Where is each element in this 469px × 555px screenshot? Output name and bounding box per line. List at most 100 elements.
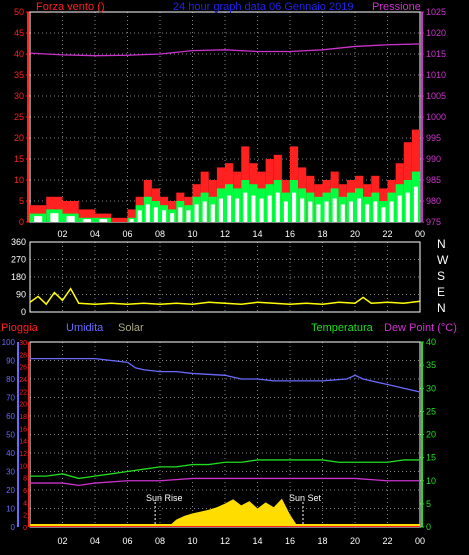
y-right-tick-label: 990 [426, 154, 441, 164]
chart-title: 24 hour graph data 06 Gennaio 2019 [173, 1, 353, 13]
rain-tick-label: 0 [23, 525, 27, 532]
x-tick-label: 18 [317, 229, 327, 239]
y-right-tick-label: 980 [426, 196, 441, 206]
chart-title-text: 24 hour graph data [173, 1, 266, 13]
wind-gust-bar [153, 207, 158, 222]
wind-gust-bar [243, 192, 248, 222]
x-tick-label: 00 [415, 229, 425, 239]
chart-date: 06 Gennaio 2019 [269, 1, 354, 13]
dew-point-label: Dew Point (°C) [384, 322, 457, 334]
rain-tick-label: 2 [23, 513, 27, 520]
temp-tick-label: 5 [426, 499, 431, 509]
humidity-tick-label: 10 [6, 505, 15, 514]
wind-gust-bar [316, 204, 321, 222]
x-tick-label: 14 [252, 536, 262, 546]
wind-speed-bar [127, 209, 136, 222]
wind-gust-bar [267, 195, 272, 222]
sunset-label: Sun Set [289, 493, 322, 503]
x-tick-label: 12 [220, 536, 230, 546]
x-tick-label: 20 [350, 229, 360, 239]
wind-gust-bar [373, 201, 378, 222]
wind-gust-bar [235, 198, 240, 222]
y-tick-label: 90 [16, 290, 26, 300]
plot-frame [29, 241, 421, 313]
humidity-line [30, 357, 421, 393]
wind-gust-bar [34, 216, 43, 222]
compass-letter: S [437, 269, 446, 283]
y-left-tick-label: 40 [14, 49, 24, 59]
y-left-tick-label: 50 [14, 7, 24, 17]
y-left-tick-label: 35 [14, 70, 24, 80]
wind-gust-bar [324, 201, 329, 222]
y-left-tick-label: 20 [14, 133, 24, 143]
y-right-tick-label: 1000 [426, 112, 446, 122]
pressione-label: Pressione [372, 1, 421, 13]
temp-tick-label: 25 [426, 406, 436, 416]
x-tick-label: 14 [252, 229, 262, 239]
y-right-tick-label: 995 [426, 133, 441, 143]
x-tick-label: 06 [122, 536, 132, 546]
temperature-line [30, 459, 420, 480]
compass-letter: E [437, 285, 446, 299]
temp-tick-label: 35 [426, 360, 436, 370]
wind-gust-bar [357, 198, 362, 222]
wind-gust-bar [145, 204, 150, 222]
y-right-tick-label: 1005 [426, 91, 446, 101]
rain-tick-label: 24 [19, 377, 27, 384]
wind-gust-bar [227, 195, 232, 222]
x-tick-label: 06 [122, 229, 132, 239]
x-tick-label: 16 [285, 536, 295, 546]
wind-speed-bar [111, 217, 128, 222]
wind-pressure-chart: 02 04 06 08 10 12 14 16 18 20 22 000510152025303540… [14, 7, 446, 239]
y-right-tick-label: 1020 [426, 28, 446, 38]
y-right-tick-label: 985 [426, 175, 441, 185]
humidity-tick-label: 80 [6, 375, 15, 384]
rain-tick-label: 14 [19, 439, 27, 446]
y-tick-label: 360 [11, 237, 26, 247]
umidita-label: Umidita [66, 322, 104, 334]
wind-gust-bar [170, 213, 175, 222]
rain-tick-label: 18 [19, 414, 27, 421]
wind-gust-bar [218, 198, 223, 222]
x-tick-label: 00 [415, 536, 425, 546]
x-tick-label: 18 [317, 536, 327, 546]
forza-vento-label: Forza vento () [36, 1, 104, 13]
forza-vento-text: Forza vento [36, 1, 95, 13]
wind-gust-bar [202, 201, 207, 222]
x-tick-label: 20 [350, 536, 360, 546]
solar-baseline [30, 524, 420, 526]
wind-gust-bar [413, 186, 418, 222]
wind-gust-bar [137, 210, 142, 222]
wind-gust-bar [251, 195, 256, 222]
wind-gust-bar [332, 198, 337, 222]
compass-letter: N [437, 237, 446, 251]
wind-gust-bar [194, 204, 199, 222]
x-tick-label: 02 [57, 229, 67, 239]
wind-gust-bar [381, 207, 386, 222]
humidity-tick-label: 90 [6, 357, 15, 366]
rain-tick-label: 10 [19, 463, 27, 470]
rain-tick-label: 16 [19, 426, 27, 433]
y-left-tick-label: 10 [14, 175, 24, 185]
temp-tick-label: 15 [426, 453, 436, 463]
rain-tick-label: 28 [19, 352, 27, 359]
temp-tick-label: 0 [426, 522, 431, 532]
rain-tick-label: 30 [19, 340, 27, 347]
wind-gust-bar [99, 219, 108, 222]
wind-gust-bar [308, 201, 313, 222]
wind-gust-bar [178, 207, 183, 222]
humidity-tick-label: 20 [6, 486, 15, 495]
wind-gust-bar [300, 198, 305, 222]
x-tick-label: 02 [57, 536, 67, 546]
wind-gust-bar [397, 195, 402, 222]
y-tick-label: 0 [21, 307, 26, 317]
x-tick-label: 16 [285, 229, 295, 239]
x-tick-label: 08 [155, 229, 165, 239]
wind-gust-bar [259, 198, 264, 222]
wind-gust-bar [275, 192, 280, 222]
y-left-tick-label: 5 [19, 196, 24, 206]
wind-gust-bar [365, 204, 370, 222]
humidity-tick-label: 60 [6, 412, 15, 421]
wind-gust-bar [129, 219, 134, 222]
rain-tick-label: 8 [23, 476, 27, 483]
